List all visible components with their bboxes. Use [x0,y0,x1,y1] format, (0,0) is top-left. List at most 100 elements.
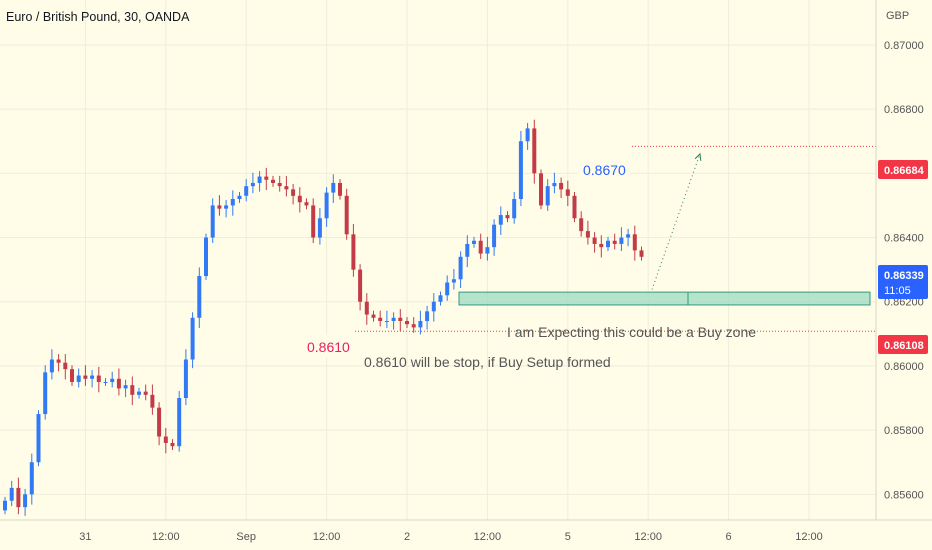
candle-body [3,500,7,511]
candle-body [183,359,188,399]
candle-body [197,276,202,318]
candle-body [170,442,175,447]
time-axis[interactable]: 31 12:00 Sep 12:00 2 12:00 5 12:00 6 12:00 [79,531,822,543]
bar-countdown: 11:05 [884,285,911,297]
candle-body [565,189,570,196]
candle-body [9,487,14,501]
buy-zone-layer [458,291,871,306]
current-price-badge: 0.86339 11:05 [878,265,928,299]
candle-body [458,256,463,280]
y-tick-label: 0.86400 [884,233,924,245]
candle-body [384,320,389,322]
candle-body [70,369,74,382]
target-label: 0.8670 [583,162,626,178]
candle-body [96,375,101,382]
candle-body [606,240,610,248]
candle-body [552,182,557,187]
x-tick-label: 31 [79,531,91,543]
candle-body [545,186,550,206]
target-label-box[interactable]: 0.8670 [578,158,630,180]
candle-body [264,176,269,180]
candle-body [110,378,115,382]
y-tick-label: 0.85800 [884,425,924,437]
candle-body [204,237,208,277]
x-tick-label: 12:00 [152,531,180,543]
candle-body [237,195,242,200]
candle-body [525,128,530,142]
candle-body [130,385,135,395]
candle-body [190,317,195,360]
candle-body [512,199,517,219]
candle-body [498,215,503,225]
candle-body [210,205,215,238]
stop-label: 0.8610 [307,339,350,355]
stop-note-text[interactable]: 0.8610 will be stop, if Buy Setup formed [364,354,611,370]
candle-body [378,317,383,321]
candle-body [411,324,416,328]
y-tick-label: 0.85600 [884,489,924,501]
candle-body [431,301,436,312]
candle-body [83,375,88,379]
candle-body [612,240,617,244]
candle-body [592,237,597,244]
buy-zone-rect [458,291,871,306]
candle-body [518,141,523,200]
candle-body [505,215,510,219]
candle-body [344,195,349,235]
candle-body [56,359,61,363]
candle-body [63,362,68,370]
candle-body [43,372,48,415]
candle-body [16,487,21,508]
candle-body [90,375,95,379]
candle-body [250,182,255,187]
candle-body [539,173,543,206]
stop-label-box[interactable]: 0.8610 [302,335,354,357]
candle-body [632,234,637,251]
candle-body [284,186,289,190]
candle-body [137,391,141,395]
candle-body [492,224,497,248]
candle-body [472,240,476,244]
y-tick-label: 0.86800 [884,104,924,116]
candle-body [438,295,443,302]
candles [3,119,644,516]
candle-body [465,243,470,257]
candle-body [277,182,282,187]
candle-body [425,311,430,321]
candle-body [331,182,336,193]
y-tick-label: 0.86000 [884,361,924,373]
candle-body [49,359,54,373]
candle-body [358,269,363,302]
candle-body [103,381,108,383]
candle-body [143,391,148,395]
candle-body [532,128,537,174]
candle-body [257,176,262,183]
x-tick-label: 2 [404,531,410,543]
annotation-layer [355,145,876,332]
candle-body [324,192,329,219]
chart-title: Euro / British Pound, 30, OANDA [6,10,190,24]
candle-body [29,462,34,495]
candle-body [391,317,396,321]
candle-body [371,314,376,318]
buy-zone-text[interactable]: I am Expecting this could be a Buy zone [507,324,756,340]
target-price-value: 0.86684 [884,165,925,177]
candle-body [364,301,369,315]
candle-body [177,398,182,447]
candle-body [311,205,316,238]
y-tick-label: 0.87000 [884,40,924,52]
x-tick-label: Sep [236,531,256,543]
candle-body [559,182,564,190]
candle-body [485,247,490,254]
x-tick-label: 12:00 [795,531,823,543]
candle-body [36,414,41,463]
stop-price-value: 0.86108 [884,340,924,352]
x-tick-label: 5 [565,531,571,543]
candle-body [619,237,624,244]
candle-body [230,199,235,206]
candle-body [398,317,403,321]
candle-body [639,250,644,257]
candle-body [150,394,155,408]
